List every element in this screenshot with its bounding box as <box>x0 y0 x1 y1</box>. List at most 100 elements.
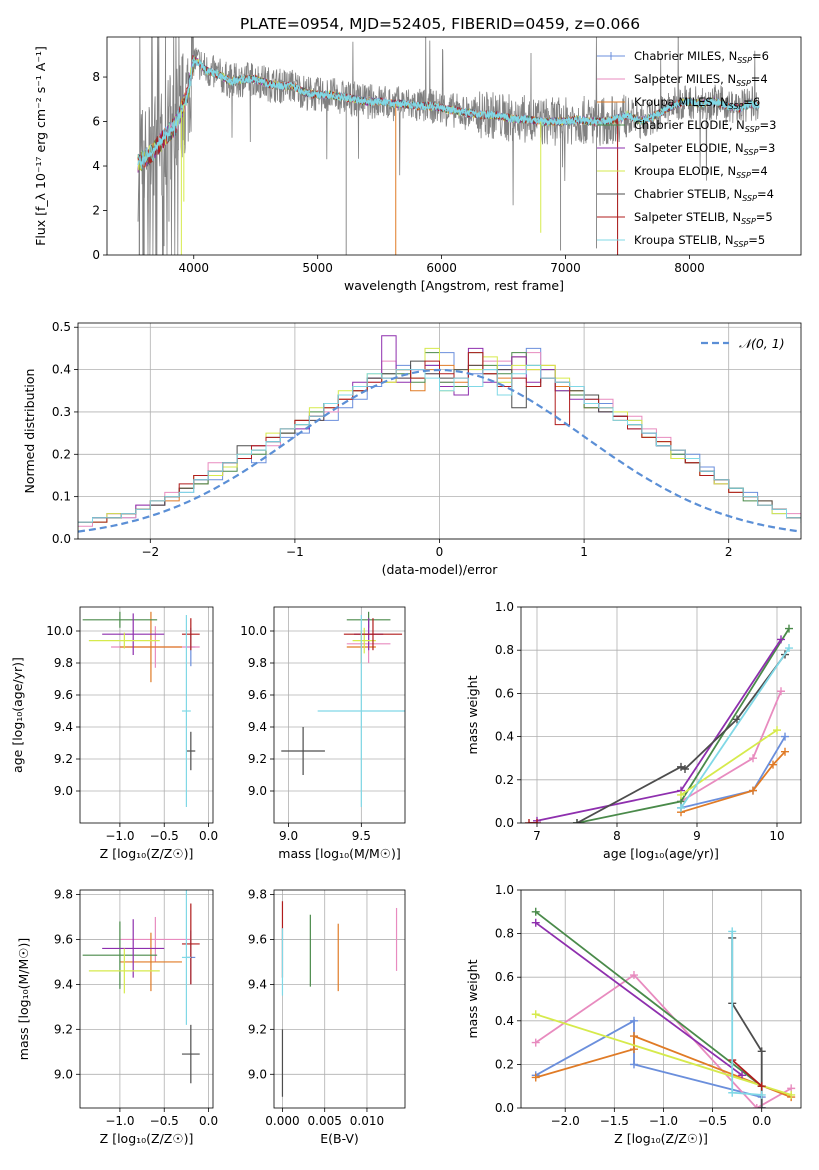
plot-frame <box>77 322 802 540</box>
spectrum-legend: Chabrier MILES, NSSP=6 Salpeter MILES, NS… <box>597 49 776 249</box>
normal-curve <box>78 368 801 533</box>
histogram-lines <box>78 335 801 533</box>
mass-vs-metallicity-panel: −1.0 −0.5 0.0 9.0 9.2 9.4 9.6 9.8 Z [log₁₀(Z/Z☉)… <box>16 887 218 1146</box>
weight-marker <box>757 1090 766 1099</box>
y-tick-label: 1.0 <box>495 883 514 897</box>
y-tick-label: 9.0 <box>248 784 267 798</box>
weight-marker <box>777 635 785 644</box>
age-vs-metallicity-panel: −1.0 −0.5 0.0 9.0 9.2 9.4 9.6 9.8 10.0 Z [log₁₀(Z… <box>10 606 218 861</box>
gridlines <box>521 606 801 824</box>
x-tick-label: 7 <box>533 829 541 843</box>
x-tick-label: 5000 <box>302 261 333 275</box>
x-tick-label: 8000 <box>674 261 705 275</box>
y-tick-label: 0.3 <box>52 405 71 419</box>
x-tick-label: 0.0 <box>199 829 218 843</box>
y-tick-label: 0.4 <box>52 363 71 377</box>
weight-marker <box>733 715 741 724</box>
y-tick-label: 4 <box>92 159 100 173</box>
weight-marker <box>757 1104 766 1108</box>
y-tick-label: 0.4 <box>495 1014 514 1028</box>
y-axis-label: age [log₁₀(age/yr)] <box>10 657 25 773</box>
legend-label: Salpeter STELIB, NSSP=5 <box>634 210 773 226</box>
error-bars <box>281 611 405 807</box>
y-tick-label: 0.2 <box>495 1057 514 1071</box>
weight-marker <box>749 754 757 763</box>
y-tick-label: 0.8 <box>495 927 514 941</box>
y-tick-label: 6 <box>92 115 100 129</box>
y-tick-label: 0.1 <box>52 490 71 504</box>
weight-marker <box>525 819 533 823</box>
weight-marker <box>531 1038 540 1047</box>
weight-marker <box>752 1104 761 1108</box>
x-axis-label: wavelength [Angstrom, rest frame] <box>344 278 564 293</box>
y-tick-label: 10.0 <box>46 624 73 638</box>
x-tick-label: −1 <box>286 545 304 559</box>
weight-marker <box>757 1047 766 1056</box>
weight-marker <box>781 732 789 741</box>
y-tick-label: 0.6 <box>495 686 514 700</box>
error-bars <box>82 890 200 1084</box>
legend-label: Kroupa ELODIE, NSSP=4 <box>634 164 768 180</box>
y-tick-label: 9.0 <box>54 784 73 798</box>
y-tick-label: 8 <box>92 70 100 84</box>
x-tick-label: 9.0 <box>279 829 298 843</box>
y-tick-label: 2 <box>92 204 100 218</box>
weight-marker <box>531 1073 540 1082</box>
y-axis-label: Normed distribution <box>22 369 37 494</box>
weight-series <box>680 751 786 814</box>
plot-frame <box>520 606 802 824</box>
weight-marker <box>533 819 541 823</box>
y-tick-label: 0.2 <box>52 447 71 461</box>
y-axis-label: mass weight <box>465 675 480 754</box>
x-tick-label: −0.5 <box>150 1114 179 1128</box>
weight-lines <box>531 907 796 1108</box>
y-axis-label: mass weight <box>465 959 480 1038</box>
weight-marker <box>629 1060 638 1069</box>
weight-marker <box>781 747 789 756</box>
y-tick-label: 0.4 <box>495 730 514 744</box>
x-axis-label: Z [log₁₀(Z/Z☉)] <box>100 846 194 861</box>
x-tick-label: 0.0 <box>199 1114 218 1128</box>
weight-marker <box>531 1010 540 1019</box>
y-tick-label: 9.2 <box>248 752 267 766</box>
weight-marker <box>728 927 737 936</box>
y-tick-label: 1.0 <box>495 600 514 614</box>
weight-lines <box>525 624 793 823</box>
x-tick-label: −1.0 <box>649 1114 678 1128</box>
legend-label: Kroupa STELIB, NSSP=5 <box>634 233 765 249</box>
weight-marker <box>738 1071 747 1080</box>
weight-marker <box>629 971 638 980</box>
x-tick-label: 2 <box>725 545 733 559</box>
y-tick-label: 0.0 <box>495 816 514 830</box>
y-tick-label: 9.4 <box>248 720 267 734</box>
error-bars <box>82 611 200 807</box>
x-tick-label: −0.5 <box>150 829 179 843</box>
weight-marker <box>629 1016 638 1025</box>
legend-label: Chabrier ELODIE, NSSP=3 <box>634 118 776 134</box>
y-tick-label: 9.6 <box>54 688 73 702</box>
x-tick-label: 0.005 <box>308 1114 342 1128</box>
weight-vs-age-panel: 7 8 9 10 0.0 0.2 0.4 0.6 0.8 1.0 age [log₁₀(age/yr… <box>465 600 802 861</box>
x-tick-label: −1.0 <box>105 1114 134 1128</box>
plot-frame <box>79 889 214 1109</box>
y-tick-label: 9.2 <box>54 1022 73 1036</box>
gridlines <box>274 607 405 823</box>
plot-frame <box>520 889 802 1109</box>
weight-marker <box>785 624 793 633</box>
weight-series <box>731 1059 763 1087</box>
weight-marker <box>677 803 685 812</box>
x-tick-label: −0.5 <box>698 1114 727 1128</box>
weight-marker <box>629 1032 638 1041</box>
y-tick-label: 0.2 <box>495 773 514 787</box>
legend-label: Chabrier STELIB, NSSP=4 <box>634 187 774 203</box>
plot-frame <box>273 889 406 1109</box>
x-tick-label: −2 <box>141 545 159 559</box>
x-tick-label: 0.010 <box>350 1114 384 1128</box>
y-tick-label: 0.8 <box>495 643 514 657</box>
plot-frame <box>106 36 802 256</box>
x-tick-label: 7000 <box>550 261 581 275</box>
legend-label: Salpeter MILES, NSSP=4 <box>634 72 768 88</box>
x-tick-label: −2.0 <box>551 1114 580 1128</box>
weight-marker <box>749 786 757 795</box>
